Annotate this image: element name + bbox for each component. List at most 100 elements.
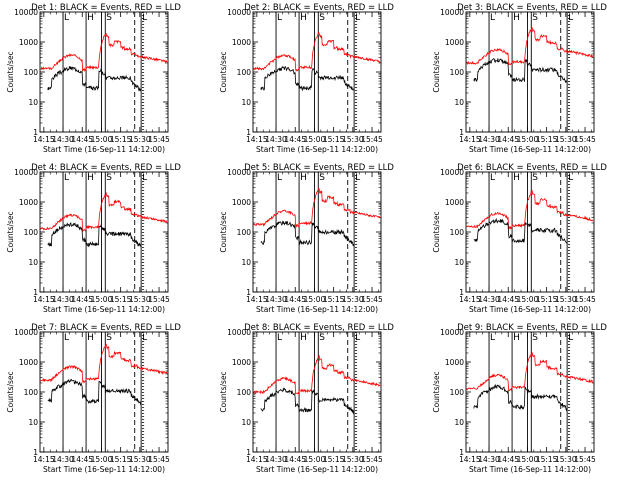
- y-tick-label: 1000: [19, 198, 38, 207]
- y-tick-label: 100: [237, 228, 252, 237]
- x-tick-label: 14:15: [459, 455, 481, 464]
- x-tick-label: 14:45: [71, 135, 93, 144]
- x-tick-label: 14:45: [284, 135, 306, 144]
- y-tick-label: 100: [450, 68, 465, 77]
- y-tick-label: 10000: [14, 168, 38, 177]
- y-axis-label: Counts/sec: [219, 371, 228, 412]
- x-axis-label: Start Time (16-Sep-11 14:12:00): [256, 145, 378, 154]
- x-tick-label: 14:45: [71, 455, 93, 464]
- level-marker-h: H: [513, 13, 520, 23]
- level-marker-s: S: [106, 13, 112, 23]
- y-tick-label: 10: [241, 418, 251, 427]
- level-marker-l: L: [490, 173, 495, 183]
- chart-title: Det 5: BLACK = Events, RED = LLD: [244, 163, 394, 173]
- x-tick-label: 15:15: [110, 295, 132, 304]
- level-marker-l: L: [64, 333, 69, 343]
- chart-panel-3: Det 3: BLACK = Events, RED = LLD Counts/s…: [432, 3, 607, 154]
- x-axis-label: Start Time (16-Sep-11 14:12:00): [469, 145, 591, 154]
- y-tick-label: 10: [241, 258, 251, 267]
- y-tick-label: 1: [459, 448, 464, 457]
- level-marker-s: S: [532, 333, 538, 343]
- level-marker-h: H: [513, 173, 520, 183]
- y-tick-label: 1: [33, 288, 38, 297]
- series-events-line: [47, 222, 142, 248]
- y-tick-label: 10: [454, 418, 464, 427]
- x-tick-label: 14:30: [478, 295, 500, 304]
- y-axis-label: Counts/sec: [219, 51, 228, 92]
- y-tick-label: 10000: [440, 168, 464, 177]
- y-tick-label: 100: [24, 68, 39, 77]
- y-tick-label: 1: [246, 448, 251, 457]
- level-marker-l: L: [277, 173, 282, 183]
- y-tick-label: 1: [246, 288, 251, 297]
- x-tick-label: 15:00: [304, 135, 326, 144]
- series-lld-line: [40, 191, 168, 233]
- level-marker-l: L: [142, 333, 147, 343]
- series-lld-line: [40, 33, 168, 73]
- level-marker-l: L: [277, 13, 282, 23]
- x-tick-label: 14:15: [459, 135, 481, 144]
- series-lld-line: [40, 343, 168, 384]
- x-tick-label: 15:45: [148, 455, 170, 464]
- x-tick-label: 14:30: [52, 455, 74, 464]
- level-marker-l: L: [142, 13, 147, 23]
- chart-panel-4: Det 4: BLACK = Events, RED = LLD Counts/s…: [6, 163, 181, 314]
- series-events-line: [260, 220, 355, 247]
- x-tick-label: 15:30: [342, 135, 364, 144]
- y-tick-label: 1: [33, 448, 38, 457]
- x-tick-label: 14:30: [265, 295, 287, 304]
- plot-frame: [252, 331, 382, 453]
- series-events-line: [473, 58, 568, 84]
- y-tick-label: 1000: [445, 358, 464, 367]
- y-tick-label: 1000: [445, 38, 464, 47]
- y-tick-label: 10: [28, 258, 38, 267]
- series-lld-line: [466, 352, 594, 392]
- x-tick-label: 15:30: [129, 135, 151, 144]
- y-tick-label: 100: [24, 388, 39, 397]
- y-tick-label: 10000: [227, 328, 251, 337]
- chart-panel-9: Det 9: BLACK = Events, RED = LLD Counts/s…: [432, 323, 607, 474]
- x-axis-label: Start Time (16-Sep-11 14:12:00): [43, 145, 165, 154]
- x-tick-label: 14:15: [246, 135, 268, 144]
- x-tick-label: 15:45: [361, 455, 383, 464]
- y-axis-label: Counts/sec: [432, 211, 441, 252]
- y-tick-label: 1000: [445, 198, 464, 207]
- y-tick-label: 1000: [232, 358, 251, 367]
- level-marker-l: L: [490, 333, 495, 343]
- x-tick-label: 15:15: [110, 135, 132, 144]
- level-marker-h: H: [87, 13, 94, 23]
- x-tick-label: 15:15: [536, 135, 558, 144]
- plot-frame: [465, 331, 595, 453]
- x-tick-label: 15:45: [574, 135, 596, 144]
- x-tick-label: 14:15: [459, 295, 481, 304]
- plot-frame: [39, 11, 169, 133]
- y-tick-label: 10: [28, 418, 38, 427]
- y-axis-label: Counts/sec: [432, 371, 441, 412]
- y-tick-label: 100: [237, 68, 252, 77]
- y-tick-label: 1: [459, 288, 464, 297]
- y-tick-label: 1000: [232, 38, 251, 47]
- y-tick-label: 10000: [440, 328, 464, 337]
- series-events-line: [260, 387, 355, 415]
- plot-frame: [252, 171, 382, 293]
- x-tick-label: 15:00: [304, 295, 326, 304]
- x-tick-label: 14:45: [497, 295, 519, 304]
- x-tick-label: 15:45: [361, 135, 383, 144]
- x-tick-label: 15:15: [536, 455, 558, 464]
- level-marker-h: H: [87, 173, 94, 183]
- y-tick-label: 1: [246, 128, 251, 137]
- level-marker-s: S: [106, 173, 112, 183]
- y-tick-label: 1000: [19, 38, 38, 47]
- y-axis-label: Counts/sec: [6, 51, 15, 92]
- y-tick-label: 10000: [227, 8, 251, 17]
- y-tick-label: 100: [450, 388, 465, 397]
- level-marker-l: L: [355, 333, 360, 343]
- series-lld-line: [253, 188, 381, 229]
- chart-title: Det 7: BLACK = Events, RED = LLD: [31, 323, 181, 333]
- chart-title: Det 9: BLACK = Events, RED = LLD: [457, 323, 607, 333]
- level-marker-s: S: [319, 13, 325, 23]
- y-axis-label: Counts/sec: [6, 371, 15, 412]
- level-marker-l: L: [64, 173, 69, 183]
- x-tick-label: 15:15: [536, 295, 558, 304]
- x-tick-label: 15:30: [342, 295, 364, 304]
